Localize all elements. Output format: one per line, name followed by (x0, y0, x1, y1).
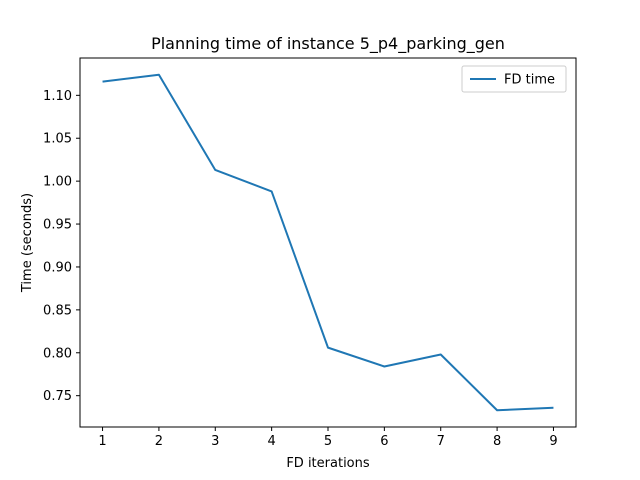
x-tick-label: 4 (267, 434, 275, 449)
x-tick-label: 5 (324, 434, 332, 449)
x-tick-label: 7 (437, 434, 445, 449)
y-axis-ticks: 0.75 0.80 0.85 0.90 0.95 1.00 1.05 1.10 (43, 89, 80, 404)
x-axis-ticks: 1 2 3 4 5 6 7 8 9 (98, 427, 558, 449)
plot-area (80, 58, 576, 427)
series-layer (102, 73, 554, 412)
x-tick-label: 9 (549, 434, 557, 449)
x-tick-label: 3 (211, 434, 219, 449)
y-tick-label: 0.75 (43, 389, 72, 404)
y-tick-label: 0.80 (43, 346, 72, 361)
x-tick-label: 1 (98, 434, 106, 449)
legend-label-fd-time: FD time (504, 73, 555, 88)
y-tick-label: 1.10 (43, 89, 72, 104)
y-axis-label: Time (seconds) (20, 193, 35, 293)
legend: FD time (461, 65, 567, 93)
chart-title: Planning time of instance 5_p4_parking_g… (151, 34, 505, 54)
x-tick-label: 2 (155, 434, 163, 449)
y-tick-label: 0.85 (43, 303, 72, 318)
x-tick-label: 8 (493, 434, 501, 449)
y-tick-label: 0.95 (43, 218, 72, 233)
legend-box (461, 65, 567, 93)
y-tick-label: 0.90 (43, 260, 72, 275)
x-tick-label: 6 (380, 434, 388, 449)
y-tick-label: 1.05 (43, 132, 72, 147)
y-tick-label: 1.00 (43, 175, 72, 190)
x-axis-label: FD iterations (286, 456, 370, 471)
